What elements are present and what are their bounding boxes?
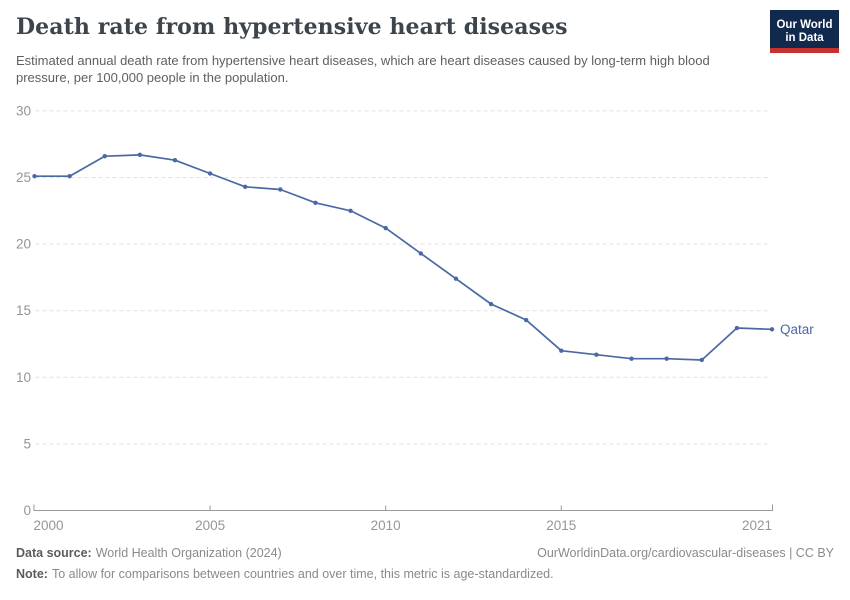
data-point [418,251,424,256]
series-qatar: Qatar [32,152,814,363]
data-point [734,325,740,331]
data-source-text: World Health Organization (2024) [95,546,282,560]
owid-logo-line1: Our World [776,18,833,31]
data-point [67,173,72,179]
data-point [488,301,494,307]
data-point [559,348,564,353]
y-tick-label: 10 [16,370,31,385]
note-label: Note: [16,567,48,581]
series-end-label: Qatar [780,322,814,337]
y-tick-label: 30 [16,103,31,118]
x-axis: 2000 2005 2010 2015 2021 [33,504,773,533]
data-point [523,317,529,323]
gridlines [33,110,773,511]
owid-logo-red-bar [770,48,839,53]
data-source: Data source: World Health Organization (2… [16,546,282,560]
data-point [348,208,353,213]
data-point [313,200,318,206]
data-point [102,153,107,159]
x-tick-label: 2015 [546,518,576,533]
data-point [594,352,599,357]
y-tick-label: 20 [16,237,31,252]
data-point [172,157,178,163]
series-line [33,154,773,361]
data-point [383,225,388,231]
note-text: To allow for comparisons between countri… [51,567,554,581]
y-tick-label: 15 [16,303,31,318]
x-tick-label: 2005 [195,518,225,533]
y-tick-label: 0 [23,503,31,518]
owid-logo[interactable]: Our World in Data [770,10,839,53]
data-point [243,184,248,190]
owid-logo-line2: in Data [785,31,824,44]
data-point [629,356,634,361]
data-source-label: Data source: [16,546,92,560]
footer-source-row: Data source: World Health Organization (2… [16,546,834,560]
x-tick-label: 2021 [742,518,772,533]
chart-subtitle: Estimated annual death rate from hyperte… [16,53,710,85]
x-tick-label: 2000 [34,518,64,533]
y-tick-label: 5 [23,436,31,451]
data-point [137,152,143,158]
data-point [32,173,37,179]
y-tick-label: 25 [16,170,31,185]
x-tick-label: 2010 [371,518,401,533]
data-point [207,171,213,176]
data-point [278,187,283,192]
footer-note-row: Note: To allow for comparisons between co… [16,567,834,581]
data-point [769,327,775,332]
page-title: Death rate from hypertensive heart disea… [16,14,568,40]
data-point [699,357,704,363]
data-point [453,276,459,281]
data-point [664,356,669,361]
credit-link[interactable]: OurWorldinData.org/cardiovascular-diseas… [537,546,834,560]
y-axis-labels: 0 5 10 15 20 25 30 [16,103,31,518]
